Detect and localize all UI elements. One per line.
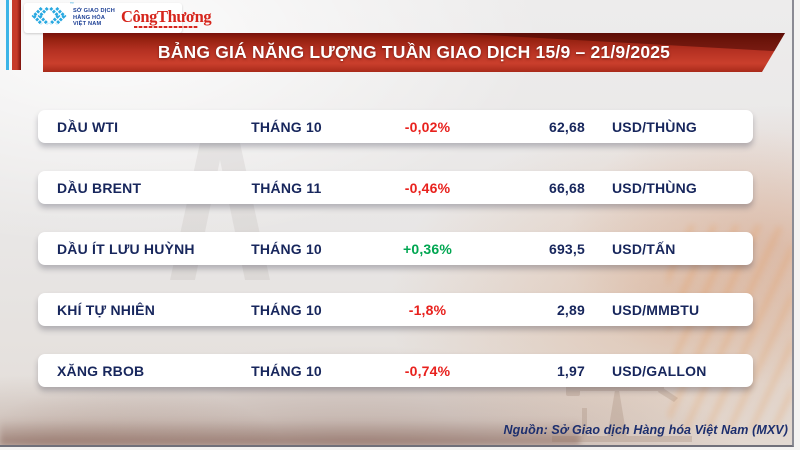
mxv-logo-text: SỞ GIAO DỊCH HÀNG HÓA VIỆT NAM	[73, 8, 115, 28]
weekly-change: -0,02%	[404, 118, 451, 135]
price-row: KHÍ TỰ NHIÊN THÁNG 10 -1,8% 2,89 USD/MMB…	[38, 293, 753, 326]
commodity-name: DẦU WTI	[57, 118, 119, 135]
mxv-logo-line-1: SỞ GIAO DỊCH	[73, 8, 115, 15]
price-unit: USD/THÙNG	[612, 179, 698, 196]
trademark-symbol: ™	[70, 0, 74, 6]
contract-month: THÁNG 10	[251, 240, 322, 257]
price-row: DẦU WTI THÁNG 10 -0,02% 62,68 USD/THÙNG	[38, 110, 753, 143]
weekly-change: -0,74%	[404, 362, 451, 379]
mxv-logo-icon: ™	[29, 1, 74, 33]
page-title: BẢNG GIÁ NĂNG LƯỢNG TUẦN GIAO DỊCH 15/9 …	[157, 42, 671, 62]
weekly-change: -0,46%	[404, 179, 451, 196]
congthuong-logo: CôngThương	[120, 6, 212, 29]
price-unit: USD/THÙNG	[612, 118, 698, 135]
price-value: 1,97	[556, 362, 585, 379]
price-row: XĂNG RBOB THÁNG 10 -0,74% 1,97 USD/GALLO…	[38, 354, 753, 387]
price-unit: USD/TẤN	[612, 240, 676, 257]
bottom-shade-texture	[0, 411, 580, 445]
weekly-change: -1,8%	[408, 301, 447, 318]
congthuong-wordmark: CôngThương	[120, 6, 212, 26]
price-unit: USD/GALLON	[612, 362, 707, 379]
title-banner: BẢNG GIÁ NĂNG LƯỢNG TUẦN GIAO DỊCH 15/9 …	[43, 33, 785, 72]
corner-stripe-blue	[6, 0, 9, 70]
congthuong-tagline-rule	[134, 25, 199, 29]
price-value: 62,68	[548, 118, 585, 135]
commodity-name: KHÍ TỰ NHIÊN	[57, 301, 156, 318]
price-value: 66,68	[548, 179, 585, 196]
contract-month: THÁNG 11	[251, 179, 322, 196]
weekly-change: +0,36%	[402, 240, 453, 257]
price-row: DẦU ÍT LƯU HUỲNH THÁNG 10 +0,36% 693,5 U…	[38, 232, 753, 265]
price-value: 693,5	[548, 240, 585, 257]
corner-stripe-red	[12, 0, 21, 70]
logo-box: ™ SỞ GIAO DỊCH HÀNG HÓA VIỆT NAM CôngThư…	[24, 1, 212, 33]
price-table: DẦU WTI THÁNG 10 -0,02% 62,68 USD/THÙNG …	[38, 110, 753, 415]
contract-month: THÁNG 10	[251, 362, 322, 379]
price-unit: USD/MMBTU	[612, 301, 700, 318]
source-note: Nguồn: Sở Giao dịch Hàng hóa Việt Nam (M…	[503, 423, 788, 437]
price-row: DẦU BRENT THÁNG 11 -0,46% 66,68 USD/THÙN…	[38, 171, 753, 204]
contract-month: THÁNG 10	[251, 118, 322, 135]
mxv-logo-line-3: VIỆT NAM	[73, 21, 102, 28]
commodity-name: DẦU BRENT	[57, 179, 142, 196]
commodity-name: XĂNG RBOB	[57, 362, 145, 379]
price-value: 2,89	[556, 301, 585, 318]
commodity-name: DẦU ÍT LƯU HUỲNH	[57, 240, 195, 257]
mxv-logo-line-2: HÀNG HÓA	[73, 14, 106, 21]
contract-month: THÁNG 10	[251, 301, 322, 318]
